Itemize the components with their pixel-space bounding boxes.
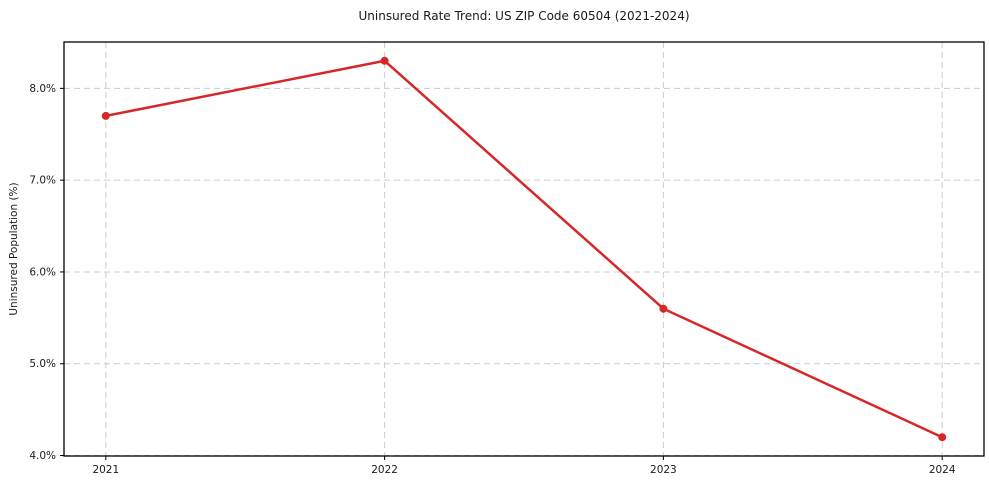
chart-title: Uninsured Rate Trend: US ZIP Code 60504 …: [358, 9, 690, 23]
x-tick-label: 2023: [650, 464, 677, 476]
plot-border: [63, 41, 985, 457]
trend-line: [104, 59, 944, 439]
data-point: [659, 304, 668, 313]
x-tick-label: 2021: [92, 464, 119, 476]
y-tick-label: 4.0%: [29, 450, 56, 462]
y-tick-label: 5.0%: [29, 358, 56, 370]
x-tick-label: 2022: [371, 464, 398, 476]
data-point: [380, 56, 389, 65]
y-tick-label: 8.0%: [29, 83, 56, 95]
y-tick-label: 7.0%: [29, 175, 56, 187]
x-tick-label: 2024: [929, 464, 956, 476]
data-point: [938, 433, 947, 442]
data-point: [101, 111, 110, 120]
y-tick-label: 6.0%: [29, 266, 56, 278]
